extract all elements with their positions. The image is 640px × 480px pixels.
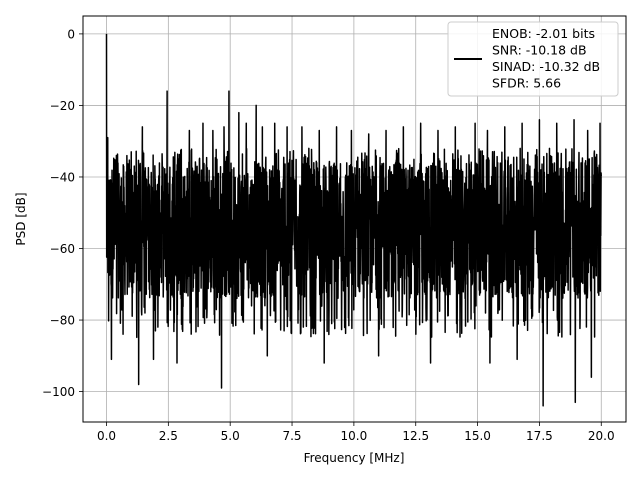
x-tick-label: 12.5 <box>402 429 429 443</box>
y-tick-label: −40 <box>50 170 75 184</box>
legend: ENOB: -2.01 bits SNR: -10.18 dB SINAD: -10… <box>447 21 619 97</box>
legend-line-1: ENOB: -2.01 bits <box>492 26 595 41</box>
legend-line-2: SNR: -10.18 dB <box>492 43 587 58</box>
y-axis-label: PSD [dB] <box>14 192 28 245</box>
x-tick-label: 5.0 <box>221 429 240 443</box>
x-tick-label: 0.0 <box>97 429 116 443</box>
y-axis-ticks: 0 −20 −40 −60 −80 −100 <box>42 27 83 399</box>
x-tick-label: 7.5 <box>282 429 301 443</box>
psd-series-line <box>105 33 603 407</box>
axes-frame <box>82 15 627 423</box>
legend-label: ENOB: -2.01 bits SNR: -10.18 dB SINAD: -10… <box>492 26 600 91</box>
y-tick-label: −100 <box>42 385 75 399</box>
y-tick-label: −80 <box>50 314 75 328</box>
x-axis-label: Frequency [MHz] <box>304 451 405 465</box>
x-tick-label: 2.5 <box>159 429 178 443</box>
y-tick-label: −60 <box>50 242 75 256</box>
legend-box <box>447 21 619 97</box>
x-tick-label: 15.0 <box>464 429 491 443</box>
y-tick-label: 0 <box>67 27 75 41</box>
series-layer <box>105 33 603 407</box>
x-axis-ticks: 0.0 2.5 5.0 7.5 10.0 12.5 15.0 17.5 20.0 <box>97 422 615 443</box>
legend-line-4: SFDR: 5.66 <box>492 76 561 91</box>
legend-line-3: SINAD: -10.32 dB <box>492 59 600 74</box>
x-tick-label: 20.0 <box>588 429 615 443</box>
y-tick-label: −20 <box>50 99 75 113</box>
x-tick-label: 10.0 <box>341 429 368 443</box>
x-tick-label: 17.5 <box>526 429 553 443</box>
